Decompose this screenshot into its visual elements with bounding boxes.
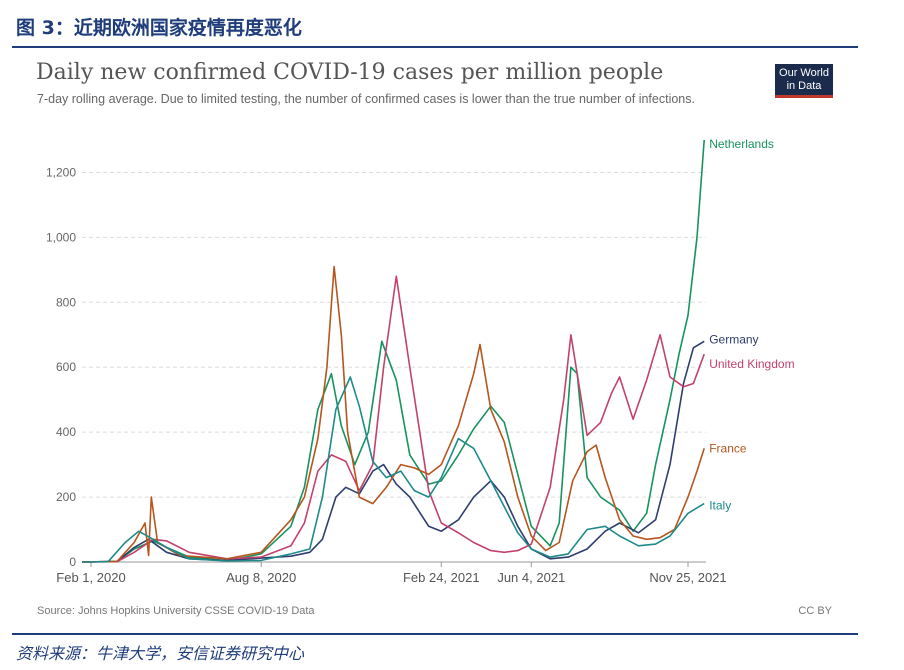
grid-layer bbox=[82, 171, 706, 567]
series-label-france: France bbox=[709, 441, 747, 455]
y-tick-label: 200 bbox=[56, 490, 76, 504]
line-chart: 0 200 400 600 800 1,000 1,200 Feb 1, 2020 Aug 8,… bbox=[46, 137, 795, 585]
series-label-netherlands: Netherlands bbox=[709, 137, 774, 151]
series-line-netherlands[interactable] bbox=[81, 139, 705, 563]
series-label-italy: Italy bbox=[709, 499, 731, 513]
series-line-united-kingdom[interactable] bbox=[81, 275, 705, 563]
x-tick-label: Aug 8, 2020 bbox=[226, 570, 296, 585]
y-tick-label: 400 bbox=[56, 425, 76, 439]
logo-line-2: in Data bbox=[786, 80, 822, 92]
figure-heading: 图 3：近期欧洲国家疫情再度恶化 bbox=[16, 17, 302, 39]
series-line-france[interactable] bbox=[81, 265, 705, 563]
series-label-united-kingdom: United Kingdom bbox=[709, 357, 794, 371]
y-tick-label: 1,000 bbox=[46, 230, 76, 244]
footnote: 资料来源：牛津大学，安信证券研究中心 bbox=[16, 644, 305, 663]
label-layer: 0 200 400 600 800 1,000 1,200 Feb 1, 2020 Aug 8,… bbox=[46, 137, 795, 585]
source-note: Source: Johns Hopkins University CSSE CO… bbox=[37, 605, 315, 617]
series-label-germany: Germany bbox=[709, 332, 758, 346]
logo-line-1: Our World bbox=[779, 67, 829, 79]
chart-title: Daily new confirmed COVID-19 cases per m… bbox=[36, 60, 664, 85]
owid-logo[interactable]: Our World in Data bbox=[775, 64, 833, 98]
license-link[interactable]: CC BY bbox=[798, 605, 832, 617]
y-tick-label: 800 bbox=[56, 295, 76, 309]
x-tick-label: Jun 4, 2021 bbox=[497, 570, 565, 585]
series-line-germany[interactable] bbox=[81, 340, 705, 563]
series-layer bbox=[81, 139, 705, 563]
y-tick-label: 1,200 bbox=[46, 165, 76, 179]
chart-subtitle: 7-day rolling average. Due to limited te… bbox=[37, 92, 695, 106]
y-tick-label: 0 bbox=[69, 555, 76, 569]
footer-rule bbox=[12, 633, 858, 635]
x-tick-label: Nov 25, 2021 bbox=[649, 570, 726, 585]
series-line-italy[interactable] bbox=[81, 376, 705, 563]
x-tick-label: Feb 24, 2021 bbox=[403, 570, 480, 585]
heading-rule bbox=[12, 46, 858, 48]
y-tick-label: 600 bbox=[56, 360, 76, 374]
x-tick-label: Feb 1, 2020 bbox=[56, 570, 125, 585]
